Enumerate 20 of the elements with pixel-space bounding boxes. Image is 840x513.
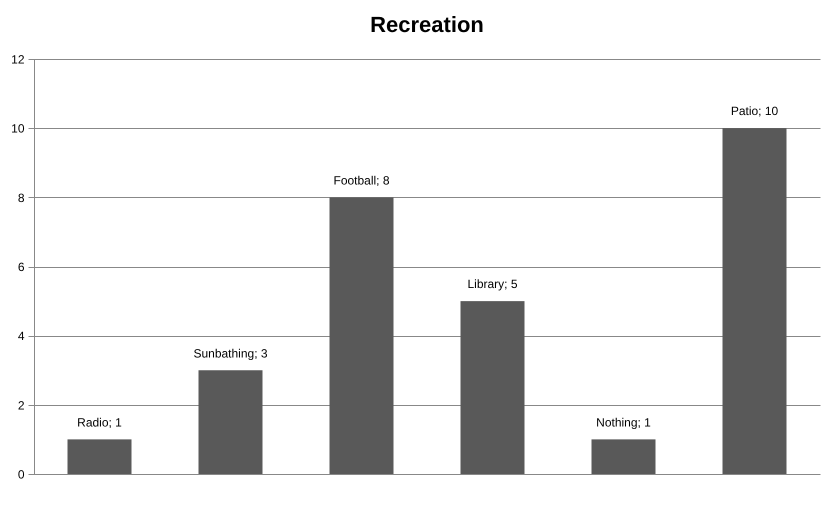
y-tick-label: 4 xyxy=(18,329,25,344)
chart-title: Recreation xyxy=(370,12,484,37)
bar xyxy=(198,370,262,474)
bar xyxy=(330,197,394,474)
bar xyxy=(68,439,132,474)
bar xyxy=(460,301,524,474)
y-tick-label: 2 xyxy=(18,398,25,412)
y-tick-label: 8 xyxy=(18,190,25,205)
y-tick-label: 10 xyxy=(11,122,25,136)
data-label: Radio; 1 xyxy=(77,415,122,430)
data-label: Patio; 10 xyxy=(730,104,779,118)
data-label: Nothing; 1 xyxy=(596,415,652,430)
data-label: Sunbathing; 3 xyxy=(193,346,268,360)
data-label: Library; 5 xyxy=(467,277,518,292)
y-tick-label: 6 xyxy=(18,260,25,274)
data-label: Football; 8 xyxy=(333,173,390,188)
y-tick-label: 12 xyxy=(11,52,25,66)
bar xyxy=(722,128,786,474)
bar xyxy=(592,439,656,474)
y-tick-label: 0 xyxy=(18,468,25,482)
